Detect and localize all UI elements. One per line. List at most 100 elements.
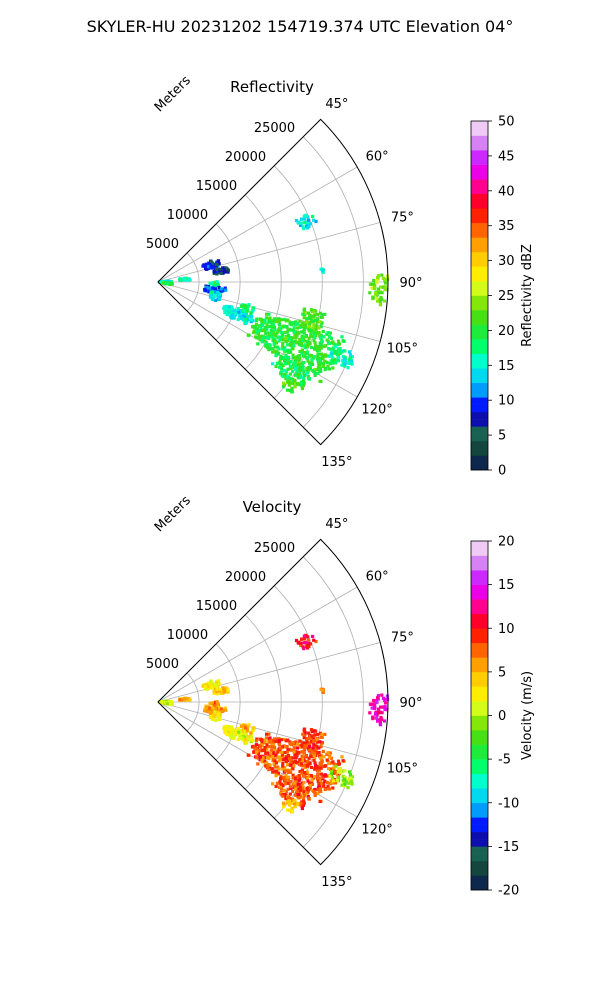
reflectivity-echo-gate: [241, 309, 245, 313]
reflectivity-azimuth-gridline: [157, 281, 381, 342]
reflectivity-echo-gate: [273, 345, 277, 349]
reflectivity-colorbar-band: [471, 128, 488, 136]
velocity-echo-gate: [262, 756, 266, 760]
velocity-echo-gate: [260, 739, 264, 743]
velocity-range-tick-label: 5000: [146, 657, 179, 672]
velocity-echo-gate: [302, 728, 306, 732]
reflectivity-echo-gate: [371, 296, 375, 300]
velocity-echo-gate: [287, 799, 291, 803]
reflectivity-echo-gate: [260, 338, 264, 342]
reflectivity-azimuth-gridline: [157, 281, 358, 398]
velocity-colorbar-band: [471, 810, 488, 818]
reflectivity-echo-gate: [302, 316, 306, 320]
velocity-echo-gate: [307, 797, 311, 801]
reflectivity-echo-gate: [305, 356, 309, 360]
velocity-echo-gate: [294, 750, 298, 754]
reflectivity-echo-gate: [289, 343, 293, 347]
reflectivity-echo-gate: [295, 367, 299, 371]
reflectivity-echo-gate: [255, 317, 259, 321]
velocity-echo-gate: [271, 749, 275, 754]
velocity-colorbar-band: [471, 570, 488, 578]
velocity-echo-gate: [265, 743, 269, 747]
velocity-colorbar-band: [471, 773, 488, 782]
velocity-azimuth-gridline: [157, 642, 381, 703]
velocity-echo-gate: [315, 745, 319, 749]
reflectivity-echo-gate: [263, 319, 267, 323]
velocity-colorbar-band: [471, 664, 488, 673]
velocity-echo-gate: [314, 763, 318, 768]
reflectivity-echo-gate: [209, 290, 213, 294]
reflectivity-echo-gate: [303, 354, 307, 358]
velocity-echo-gate: [286, 748, 290, 752]
velocity-echo-gate: [302, 736, 306, 740]
reflectivity-echo-gate: [315, 348, 319, 353]
reflectivity-echo-gate: [381, 276, 385, 280]
velocity-colorbar-band: [471, 853, 488, 862]
velocity-echo-gate: [315, 733, 320, 737]
reflectivity-echo-gate: [212, 271, 216, 275]
velocity-echo-gate: [215, 687, 220, 691]
velocity-echo-gate: [328, 774, 332, 778]
reflectivity-echo-gate: [282, 369, 286, 373]
velocity-angle-tick-label: 135°: [321, 875, 352, 890]
velocity-echo-gate: [298, 788, 303, 792]
velocity-echo-gate: [204, 708, 208, 712]
velocity-echo-gate: [316, 779, 320, 783]
velocity-echo-gate: [219, 707, 223, 711]
reflectivity-echo-gate: [328, 335, 332, 339]
velocity-echo-gate: [259, 745, 263, 749]
velocity-echo-gate: [217, 705, 221, 710]
reflectivity-echo-gate: [326, 354, 330, 358]
reflectivity-colorbar-band: [471, 346, 488, 354]
velocity-colorbar-label: Velocity (m/s): [520, 671, 535, 760]
reflectivity-echo-gate: [327, 347, 331, 351]
reflectivity-echo-gate: [264, 332, 268, 336]
reflectivity-echo-gate: [312, 355, 316, 359]
reflectivity-echo-gate: [306, 316, 310, 320]
velocity-echo-gate: [274, 784, 278, 788]
velocity-echo-gate: [292, 748, 296, 752]
velocity-echo-gate: [319, 745, 323, 749]
reflectivity-echo-gate: [318, 379, 322, 383]
reflectivity-echo-gate: [289, 360, 293, 364]
reflectivity-echo-gate: [284, 377, 288, 381]
velocity-range-tick-label: 25000: [254, 541, 295, 556]
velocity-echo-gate: [314, 729, 318, 733]
reflectivity-echo-gate: [309, 334, 313, 338]
velocity-echo-gate: [369, 702, 373, 706]
velocity-colorbar-band: [471, 591, 488, 600]
reflectivity-echo-gate: [268, 324, 272, 329]
velocity-colorbar-tick-label: 0: [498, 709, 506, 724]
reflectivity-echo-gate: [229, 316, 233, 320]
velocity-angle-tick-label: 105°: [387, 762, 418, 777]
reflectivity-echo-gate: [376, 274, 380, 278]
velocity-echo-gate: [309, 774, 313, 778]
velocity-colorbar-band: [471, 795, 488, 804]
velocity-echo-gate: [313, 751, 317, 755]
reflectivity-echo-gate: [294, 321, 298, 325]
reflectivity-colorbar-band: [471, 215, 488, 224]
reflectivity-echo-gate: [277, 339, 281, 343]
velocity-echo-gate: [298, 758, 302, 762]
velocity-panel: Velocity 45° 60° 75° 90° 105° 120° 135° 5000 1000…: [146, 493, 535, 898]
velocity-echo-gate: [281, 805, 286, 809]
reflectivity-echo-gate: [274, 319, 278, 324]
velocity-azimuth-gridline: [157, 701, 381, 762]
reflectivity-echo-gate: [303, 312, 307, 317]
reflectivity-echo-gate: [320, 344, 324, 348]
reflectivity-echo-gate: [319, 369, 323, 373]
velocity-angle-tick-label: 90°: [399, 696, 422, 711]
reflectivity-echo-gate: [313, 346, 317, 350]
reflectivity-echo-gate: [301, 367, 305, 371]
velocity-echo-gate: [327, 767, 331, 771]
reflectivity-echo-gate: [329, 347, 333, 351]
reflectivity-echo-gate: [210, 281, 214, 286]
velocity-echo-gate: [334, 764, 338, 768]
reflectivity-echo-gate: [219, 287, 223, 291]
velocity-echo-gate: [329, 756, 333, 760]
velocity-echo-gate: [268, 736, 272, 740]
velocity-echo-gate: [281, 745, 285, 749]
reflectivity-echo-gate: [302, 217, 307, 221]
reflectivity-echo-gate: [301, 312, 305, 316]
reflectivity-echo-gate: [207, 290, 211, 294]
